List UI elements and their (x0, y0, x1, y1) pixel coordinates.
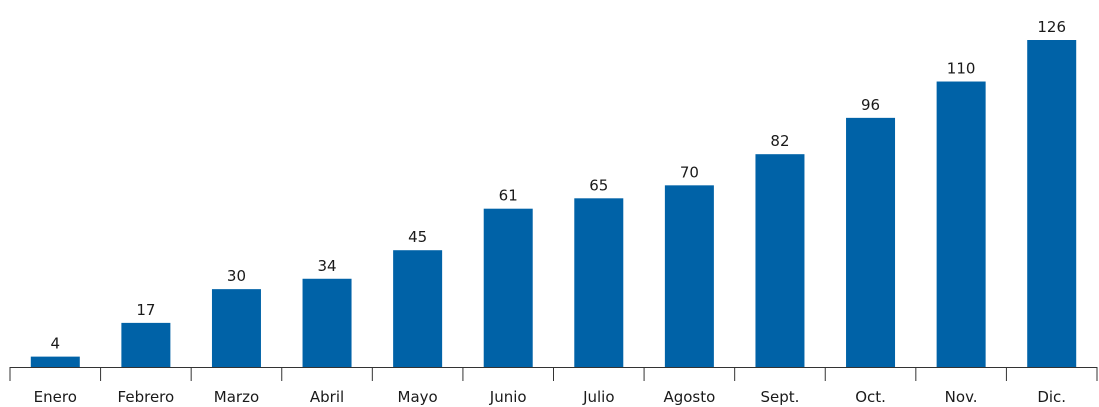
category-labels-group: Enero Febrero Marzo Abril Mayo Junio Julio Agos… (34, 388, 1066, 406)
bar-dic (1027, 40, 1077, 367)
bar-oct (846, 117, 896, 367)
value-labels-group: 4 17 30 34 45 61 65 70 82 96 110 126 (51, 18, 1067, 353)
x-axis (9, 367, 1098, 381)
category-label-junio: Junio (489, 388, 527, 406)
value-label-enero: 4 (51, 335, 61, 353)
bar-sept (755, 154, 805, 367)
value-label-marzo: 30 (227, 267, 246, 285)
bar-febrero (121, 322, 171, 367)
category-label-enero: Enero (34, 388, 77, 406)
category-label-abril: Abril (310, 388, 344, 406)
category-label-mayo: Mayo (398, 388, 438, 406)
category-label-julio: Julio (582, 388, 614, 406)
value-label-febrero: 17 (136, 301, 155, 319)
bar-enero (30, 356, 80, 367)
value-label-abril: 34 (317, 257, 336, 275)
value-label-junio: 61 (499, 187, 518, 205)
category-label-febrero: Febrero (118, 388, 175, 406)
bar-julio (574, 198, 624, 367)
bars-group (30, 40, 1077, 368)
value-label-agosto: 70 (680, 163, 699, 181)
bar-nov (936, 81, 986, 368)
category-label-oct: Oct. (855, 388, 886, 406)
bar-marzo (211, 289, 261, 367)
value-label-julio: 65 (589, 176, 608, 194)
category-label-dic: Dic. (1037, 388, 1066, 406)
category-label-agosto: Agosto (663, 388, 715, 406)
category-label-nov: Nov. (945, 388, 978, 406)
value-label-oct: 96 (861, 96, 880, 114)
bar-mayo (393, 250, 443, 367)
value-label-mayo: 45 (408, 228, 427, 246)
value-label-sept: 82 (770, 132, 789, 150)
bar-abril (302, 278, 352, 367)
bar-junio (483, 208, 533, 367)
value-label-dic: 126 (1037, 18, 1066, 36)
bar-agosto (664, 185, 714, 367)
value-label-nov: 110 (947, 60, 976, 78)
category-label-marzo: Marzo (214, 388, 259, 406)
category-label-sept: Sept. (760, 388, 799, 406)
